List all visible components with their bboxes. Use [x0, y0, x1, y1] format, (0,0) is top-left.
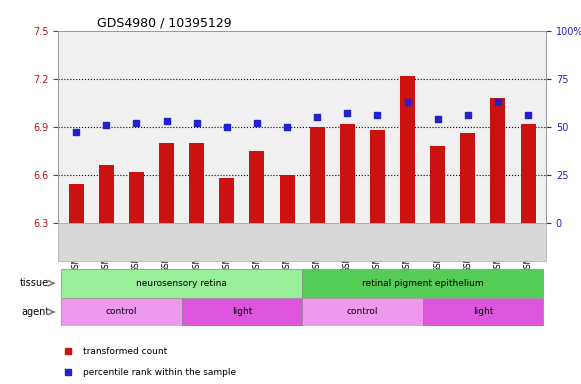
Text: GSM928111: GSM928111	[132, 227, 141, 272]
Point	[162, 118, 171, 124]
Point	[192, 120, 202, 126]
Text: light: light	[473, 308, 493, 316]
Bar	[249, 151, 264, 223]
Point	[343, 110, 352, 116]
Text: GSM928114: GSM928114	[223, 227, 231, 273]
Bar	[302, 269, 543, 298]
Bar	[61, 298, 182, 326]
Point	[102, 122, 111, 128]
Bar	[490, 98, 505, 223]
Point	[463, 112, 472, 118]
Bar	[189, 143, 204, 223]
Text: GSM928122: GSM928122	[463, 227, 472, 272]
Text: GDS4980 / 10395129: GDS4980 / 10395129	[97, 17, 232, 30]
Point	[493, 99, 503, 105]
Text: GSM928119: GSM928119	[373, 227, 382, 273]
Point	[282, 124, 292, 130]
Bar	[370, 130, 385, 223]
Bar	[159, 143, 174, 223]
Bar	[61, 269, 302, 298]
Text: control: control	[106, 308, 137, 316]
Text: agent: agent	[21, 307, 49, 317]
Bar	[422, 298, 543, 326]
Bar	[99, 165, 114, 223]
Text: GSM928109: GSM928109	[71, 227, 81, 273]
Bar	[340, 124, 355, 223]
Bar	[430, 146, 445, 223]
Text: GSM928121: GSM928121	[433, 227, 442, 272]
Text: neurosensory retina: neurosensory retina	[136, 279, 227, 288]
Text: tissue: tissue	[20, 278, 49, 288]
Point	[373, 112, 382, 118]
Point	[523, 112, 533, 118]
Text: GSM928115: GSM928115	[252, 227, 261, 273]
Point	[252, 120, 261, 126]
Text: GSM928113: GSM928113	[192, 227, 201, 273]
Point	[222, 124, 231, 130]
Text: control: control	[347, 308, 378, 316]
Bar	[460, 133, 475, 223]
Text: GSM928110: GSM928110	[102, 227, 111, 273]
Point	[403, 99, 412, 105]
Point	[433, 116, 442, 122]
Text: GSM928117: GSM928117	[313, 227, 322, 273]
Text: GSM928112: GSM928112	[162, 227, 171, 272]
Bar	[129, 172, 144, 223]
Text: GSM928120: GSM928120	[403, 227, 412, 273]
Text: transformed count: transformed count	[83, 347, 167, 356]
Text: GSM928123: GSM928123	[493, 227, 503, 273]
Point	[132, 120, 141, 126]
Bar	[310, 127, 325, 223]
Text: GSM928124: GSM928124	[523, 227, 533, 273]
Bar	[219, 178, 234, 223]
Text: light: light	[232, 308, 252, 316]
Point	[71, 129, 81, 136]
Text: percentile rank within the sample: percentile rank within the sample	[83, 368, 236, 377]
Bar	[521, 124, 536, 223]
Text: GSM928118: GSM928118	[343, 227, 352, 272]
Bar	[69, 184, 84, 223]
Bar	[182, 298, 302, 326]
Bar	[279, 175, 295, 223]
Bar	[400, 76, 415, 223]
Point	[313, 114, 322, 120]
Bar	[302, 298, 422, 326]
Text: retinal pigment epithelium: retinal pigment epithelium	[362, 279, 483, 288]
Text: GSM928116: GSM928116	[282, 227, 292, 273]
